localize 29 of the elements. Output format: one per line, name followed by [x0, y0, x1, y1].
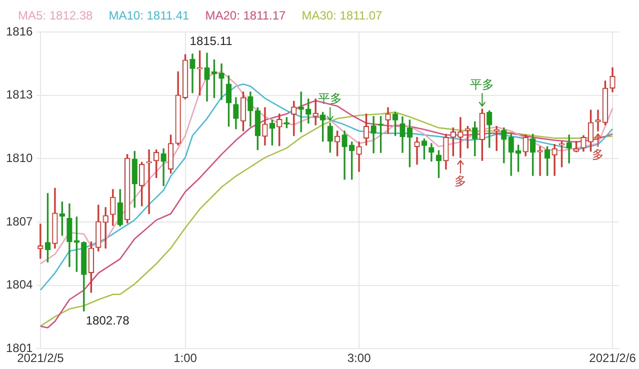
- candlestick: [458, 117, 464, 158]
- candlestick: [160, 148, 166, 186]
- x-tick-label: 1:00: [174, 351, 198, 366]
- y-tick-label: 1816: [6, 24, 34, 38]
- candlestick: [370, 116, 376, 154]
- text: MA20: 1811.17: [205, 8, 286, 22]
- candlestick: [190, 54, 196, 94]
- candlestick: [356, 142, 362, 172]
- annotation: 多: [454, 174, 466, 188]
- x-tick-label: 3:00: [347, 351, 372, 366]
- y-tick-label: 1813: [6, 88, 34, 102]
- text: MA30: 1811.07: [302, 8, 383, 22]
- text: MA10: 1811.41: [108, 8, 190, 22]
- x-tick-label: 2021/2/6: [589, 351, 636, 366]
- y-tick-label: 1804: [6, 278, 34, 292]
- annotation: 1802.78: [86, 313, 130, 328]
- candlestick: [38, 224, 44, 259]
- annotation: 平多: [470, 77, 494, 92]
- candlestick: [552, 144, 558, 176]
- y-tick-label: 1807: [6, 214, 34, 228]
- text: MA5: 1812.38: [18, 8, 94, 22]
- candlestick: [414, 136, 420, 165]
- annotation: 平多: [318, 91, 342, 106]
- candlestick: [218, 64, 224, 100]
- annotation: 1815.11: [190, 34, 233, 48]
- candlestick: [566, 134, 572, 164]
- annotation: 多: [592, 147, 604, 162]
- y-tick-label: 1810: [6, 150, 34, 165]
- candlestick: [342, 130, 348, 180]
